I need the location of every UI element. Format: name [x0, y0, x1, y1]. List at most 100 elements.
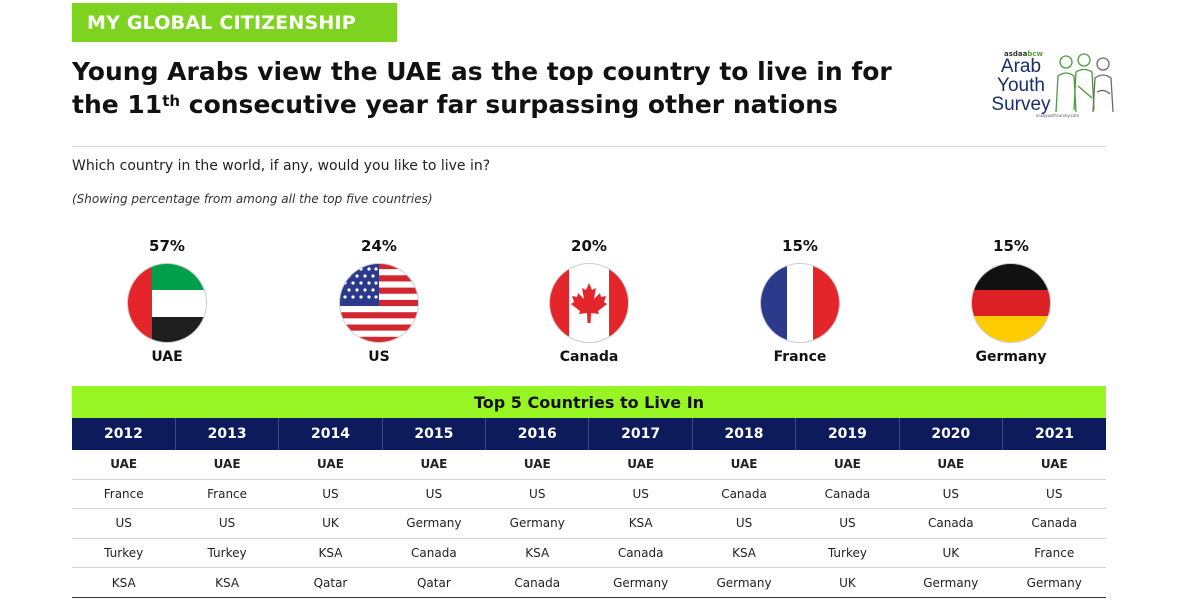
- country-label: UAE: [151, 349, 183, 365]
- uae-flag-icon: [127, 263, 207, 343]
- table-cell: UAE: [420, 457, 448, 472]
- table-cell: Germany: [588, 567, 693, 598]
- table-cell: France: [175, 478, 279, 509]
- percent-label: 15%: [782, 237, 818, 255]
- table-cell: Canada: [588, 537, 693, 568]
- table-cell: US: [588, 478, 693, 509]
- table-cell: UAE: [730, 457, 758, 472]
- people-illustration-icon: [1055, 53, 1114, 113]
- country-label: US: [368, 349, 390, 365]
- country-item: 15% Germany: [941, 234, 1081, 365]
- year-header: 2014: [278, 418, 383, 450]
- table-cell: Germany: [382, 508, 486, 539]
- table-row: UAE UAE UAE UAE UAE UAE UAE UAE UAE UAE: [72, 450, 1106, 479]
- country-item: 15% France: [730, 234, 870, 365]
- headline-ordinal: th: [162, 92, 181, 110]
- page-title: Young Arabs view the UAE as the top coun…: [72, 55, 912, 121]
- germany-flag-icon: [971, 263, 1051, 343]
- logo-word-youth: Youth: [997, 75, 1045, 96]
- table-header-row: 2012 2013 2014 2015 2016 2017 2018 2019 …: [72, 418, 1106, 450]
- country-label: France: [773, 349, 827, 365]
- table-cell: Canada: [692, 478, 796, 509]
- table-cell: UAE: [317, 457, 344, 472]
- table-cell: UAE: [110, 457, 138, 472]
- table-cell: US: [485, 478, 589, 509]
- section-tag: MY GLOBAL CITIZENSHIP: [72, 3, 397, 42]
- percent-label: 24%: [361, 237, 397, 255]
- table-cell: US: [1002, 478, 1106, 509]
- table-cell: KSA: [175, 567, 279, 598]
- top-countries-table: 2012 2013 2014 2015 2016 2017 2018 2019 …: [72, 418, 1106, 598]
- table-cell: Canada: [382, 537, 486, 568]
- logo-word-arab: Arab: [1000, 56, 1042, 77]
- logo-brand: asdaabcw: [1004, 50, 1043, 58]
- table-cell: US: [795, 508, 900, 539]
- table-cell: UAE: [1040, 457, 1068, 472]
- table-cell: US: [278, 478, 383, 509]
- year-header: 2017: [588, 418, 693, 450]
- table-cell: Germany: [899, 567, 1003, 598]
- table-cell: UAE: [937, 457, 965, 472]
- table-cell: KSA: [485, 537, 589, 568]
- country-label: Germany: [975, 349, 1047, 365]
- table-cell: UAE: [834, 457, 861, 472]
- percent-label: 15%: [993, 237, 1029, 255]
- table-row: France France US US US US Canada Canada US US: [72, 478, 1106, 509]
- survey-question: Which country in the world, if any, woul…: [72, 158, 491, 174]
- table-body: UAE UAE UAE UAE UAE UAE UAE UAE UAE UAE France Fran…: [72, 450, 1106, 598]
- table-cell: KSA: [278, 537, 383, 568]
- table-row: KSA KSA Qatar Qatar Canada Germany Germany UK Ge…: [72, 567, 1106, 598]
- table-cell: Canada: [485, 567, 589, 598]
- canada-flag-icon: [549, 263, 629, 343]
- table-title: Top 5 Countries to Live In: [72, 386, 1106, 418]
- table-cell: Canada: [1002, 508, 1106, 539]
- year-header: 2020: [898, 418, 1003, 450]
- arab-youth-survey-logo: asdaabcw Arab Youth Survey arabyouthsurv…: [982, 50, 1122, 126]
- header-divider: [72, 146, 1106, 147]
- france-flag-icon: [760, 263, 840, 343]
- country-item: 20% Canada: [519, 234, 659, 365]
- logo-brand-b: bcw: [1027, 50, 1043, 58]
- table-cell: KSA: [588, 508, 693, 539]
- country-label: Canada: [559, 349, 619, 365]
- headline-line-2b: consecutive year far surpassing other na…: [180, 90, 838, 119]
- headline-line-1: Young Arabs view the UAE as the top coun…: [72, 57, 892, 86]
- table-cell: France: [1002, 537, 1106, 568]
- table-cell: Qatar: [278, 567, 383, 598]
- logo-word-survey: Survey: [991, 94, 1051, 115]
- country-item: 24% US: [309, 234, 449, 365]
- logo-brand-a: asdaa: [1004, 50, 1028, 58]
- table-cell: US: [382, 478, 486, 509]
- year-header: 2018: [691, 418, 796, 450]
- table-cell: Qatar: [382, 567, 486, 598]
- logo-url: arabyouthsurvey.com: [1036, 113, 1080, 118]
- table-row: Turkey Turkey KSA Canada KSA Canada KSA Turkey U…: [72, 537, 1106, 568]
- table-cell: UAE: [523, 457, 551, 472]
- year-header: 2013: [174, 418, 279, 450]
- table-cell: Turkey: [175, 537, 279, 568]
- table-cell: US: [72, 508, 176, 539]
- percent-label: 57%: [149, 237, 185, 255]
- table-cell: UK: [899, 537, 1003, 568]
- table-cell: US: [175, 508, 279, 539]
- table-cell: UAE: [627, 457, 655, 472]
- table-row: US US UK Germany Germany KSA US US Canada Canada: [72, 508, 1106, 539]
- percent-label: 20%: [571, 237, 607, 255]
- table-cell: UK: [795, 567, 900, 598]
- table-cell: France: [72, 478, 176, 509]
- table-cell: US: [899, 478, 1003, 509]
- year-header: 2012: [72, 418, 176, 450]
- year-header: 2015: [381, 418, 486, 450]
- table-cell: Turkey: [795, 537, 900, 568]
- table-cell: Germany: [692, 567, 796, 598]
- year-header: 2019: [795, 418, 900, 450]
- table-cell: Germany: [485, 508, 589, 539]
- table-cell: UAE: [213, 457, 241, 472]
- country-item: 57% UAE: [97, 234, 237, 365]
- table-cell: US: [692, 508, 796, 539]
- table-cell: KSA: [692, 537, 796, 568]
- year-header: 2021: [1002, 418, 1106, 450]
- table-cell: Canada: [795, 478, 900, 509]
- table-cell: UK: [278, 508, 383, 539]
- table-cell: Turkey: [72, 537, 176, 568]
